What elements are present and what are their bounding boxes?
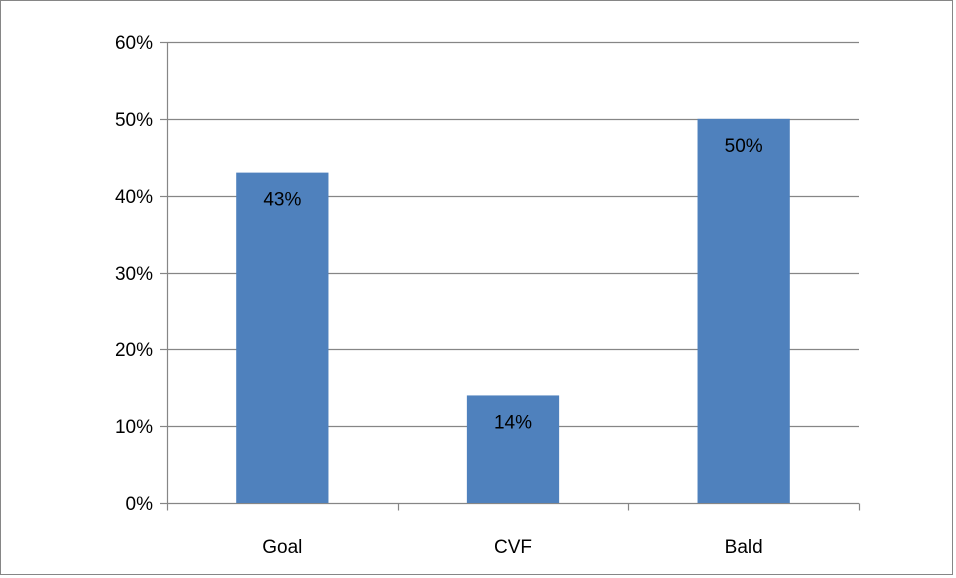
data-labels: 43% 14% 50% <box>263 136 762 434</box>
bars <box>236 118 790 503</box>
y-tick-label: 30% <box>115 264 153 285</box>
bar-bald <box>697 118 790 503</box>
bar-cvf <box>466 395 560 503</box>
y-axis: 0% 10% 20% 30% 40% 50% 60% <box>115 33 169 515</box>
y-tick-label: 50% <box>115 110 153 131</box>
y-tick-label: 20% <box>115 340 153 361</box>
y-tick-label: 10% <box>115 417 153 438</box>
x-axis: Goal CVF Bald <box>166 502 861 558</box>
data-label: 14% <box>494 412 532 433</box>
y-tick-label: 0% <box>126 494 154 515</box>
x-tick-label: Goal <box>262 537 302 558</box>
y-tick-label: 60% <box>115 33 153 54</box>
bar-goal <box>236 172 329 503</box>
x-tick-label: CVF <box>494 537 532 558</box>
data-label: 50% <box>725 136 763 157</box>
x-tick-label: Bald <box>725 537 763 558</box>
y-tick-label: 40% <box>115 187 153 208</box>
data-label: 43% <box>263 190 301 211</box>
